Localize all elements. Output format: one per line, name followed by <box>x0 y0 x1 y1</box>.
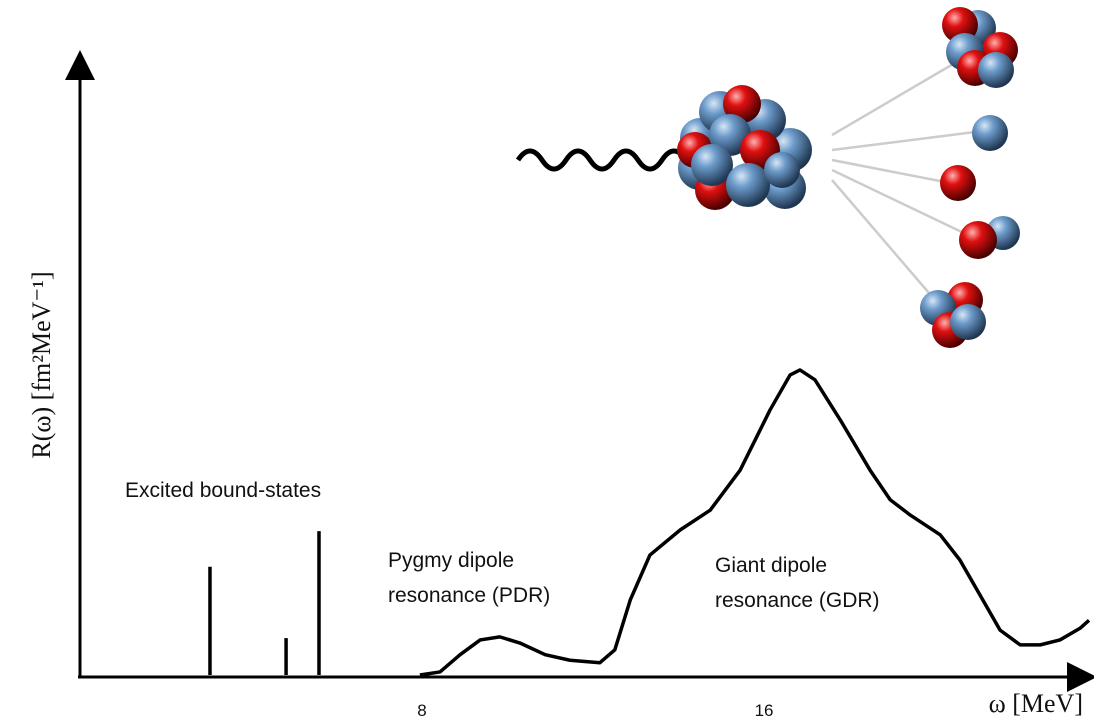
annotation: resonance (PDR) <box>388 584 550 607</box>
annotation: resonance (GDR) <box>715 589 880 612</box>
x-tick-label: 16 <box>755 701 774 720</box>
response-curve <box>419 368 1091 677</box>
annotation: Excited bound-states <box>125 479 321 502</box>
x-axis-label: ω [MeV] <box>989 689 1083 718</box>
illustration <box>515 7 1020 348</box>
y-axis-label: R(ω) [fm²MeV⁻¹] <box>27 271 56 458</box>
annotation: Giant dipole <box>715 554 827 577</box>
annotation: Pygmy dipole <box>388 549 514 572</box>
x-tick-label: 8 <box>417 701 426 720</box>
